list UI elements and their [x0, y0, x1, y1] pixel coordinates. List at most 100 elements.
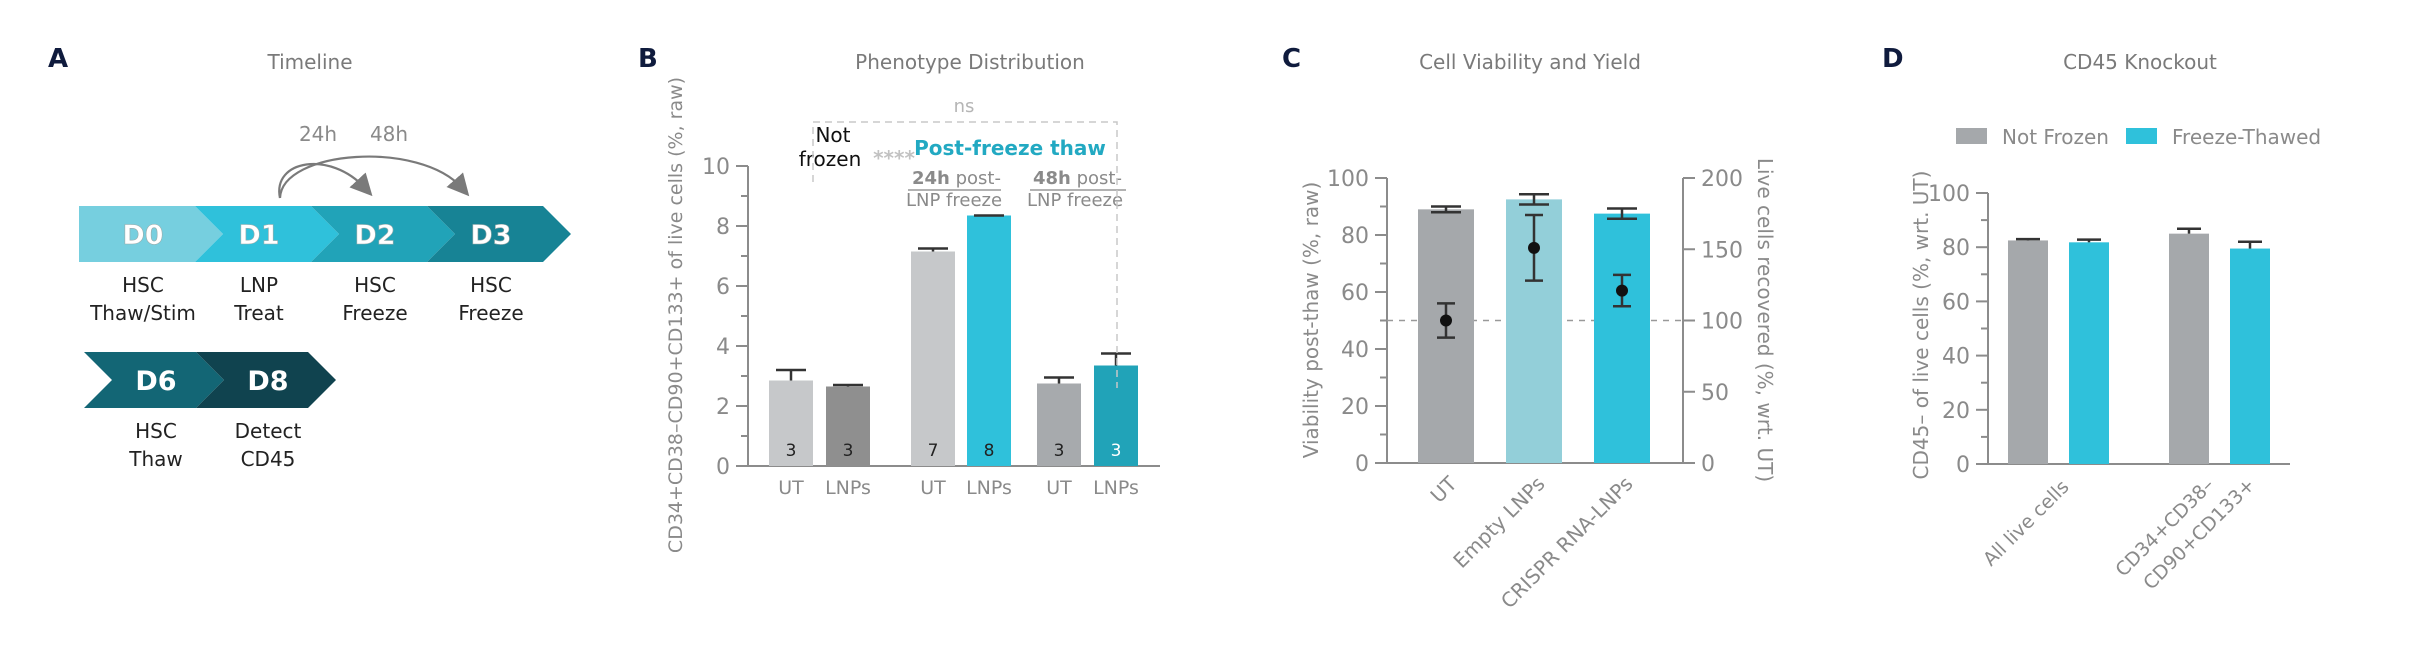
- bar-n-label: 3: [1054, 441, 1065, 461]
- y-axis-tick-label: 40: [1341, 338, 1369, 363]
- panel-cd45-knockout: D CD45 Knockout 0 20 40 60 80 100 CD45– of liv…: [1860, 0, 2425, 651]
- legend-swatch-not-frozen: [1956, 128, 1987, 144]
- legend-label: Freeze-Thawed: [2172, 125, 2321, 149]
- legend-swatch-freeze-thawed: [2126, 128, 2157, 144]
- y2-axis-label: Live cells recovered (%, wrt. UT): [1753, 158, 1777, 482]
- group-label: 24h post-: [912, 168, 1001, 189]
- arrow-label: 24h: [299, 122, 337, 146]
- chart-viability: 0 20 40 60 80 100 0 50 100 150 200 Viability post-t…: [1299, 158, 1777, 613]
- y2-axis-tick-label: 0: [1701, 452, 1715, 477]
- group-label: LNP freeze: [906, 190, 1002, 211]
- x-tick-label: LNPs: [1093, 477, 1139, 499]
- arrow-48h-icon: [278, 155, 470, 199]
- chart-title: CD45 Knockout: [2063, 50, 2217, 74]
- timeline-step-desc: Thaw/Stim: [89, 301, 196, 325]
- timeline-day-label: D8: [247, 366, 288, 397]
- panel-letter: D: [1882, 44, 1904, 74]
- y-axis-tick-label: 40: [1942, 345, 1970, 370]
- y-axis-tick-label: 0: [1956, 453, 1970, 478]
- x-tick-label: All live cells: [1979, 476, 2074, 571]
- timeline-step-desc: Freeze: [342, 301, 407, 325]
- group-header: Post-freeze thaw: [914, 136, 1106, 160]
- timeline-step-d8: [196, 352, 336, 408]
- data-point: [1528, 241, 1540, 254]
- bar: [826, 386, 870, 466]
- y-axis-tick-label: 10: [702, 155, 730, 180]
- bar-n-label: 3: [786, 441, 797, 461]
- ns-bracket: [812, 121, 1118, 388]
- panel-letter: A: [48, 44, 69, 74]
- panel-viability-yield: C Cell Viability and Yield 0 20 40 60 80 100 0…: [1270, 0, 1850, 651]
- significance-marker: ns: [954, 96, 975, 117]
- group-label: Not: [815, 123, 850, 147]
- y-axis-label: Viability post-thaw (%, raw): [1299, 182, 1323, 459]
- y-axis-tick-label: 20: [1341, 395, 1369, 420]
- panel-title: Timeline: [267, 50, 353, 74]
- y-axis-tick-label: 100: [1928, 182, 1970, 207]
- x-tick-label: UT: [1046, 477, 1072, 499]
- timeline-step-desc: Detect: [235, 419, 302, 443]
- chart-phenotype: 0 2 4 6 8 10 CD34+CD38–CD90+CD133+ of live cel…: [665, 77, 1160, 553]
- chart-title: Cell Viability and Yield: [1419, 50, 1641, 74]
- y2-axis-tick-label: 150: [1701, 238, 1743, 263]
- panel-timeline: A Timeline D0 HSC Thaw/Stim D1 LNP Treat D2 HSC…: [0, 0, 620, 651]
- group-label-bold: 48h: [1033, 168, 1071, 189]
- y-axis-tick-label: 100: [1327, 167, 1369, 192]
- timeline-day-label: D1: [238, 220, 279, 251]
- timeline-step-desc: HSC: [470, 273, 512, 297]
- group-label-rest: post-: [950, 168, 1001, 189]
- x-tick-label: UT: [920, 477, 946, 499]
- timeline-step-desc: CD45: [241, 447, 296, 471]
- timeline-step-desc: Thaw: [128, 447, 183, 471]
- timeline-day-label: D2: [354, 220, 395, 251]
- y2-axis-tick-label: 50: [1701, 381, 1729, 406]
- y-axis-label: CD45– of live cells (%, wrt. UT): [1909, 171, 1933, 480]
- timeline-diagram: D0 HSC Thaw/Stim D1 LNP Treat D2 HSC Freeze D3 HSC…: [79, 122, 571, 471]
- arrow-24h-icon: [278, 162, 373, 199]
- data-point: [1440, 314, 1452, 327]
- y-axis-tick-label: 0: [1355, 452, 1369, 477]
- bar: [2008, 240, 2048, 464]
- timeline-step-d2: [311, 206, 455, 262]
- legend-label: Not Frozen: [2002, 125, 2109, 149]
- panel-phenotype-distribution: B Phenotype Distribution 0 2 4 6 8 10 CD34+CD3…: [620, 0, 1220, 651]
- y-axis-tick-label: 60: [1341, 281, 1369, 306]
- timeline-day-label: D6: [135, 366, 176, 397]
- y-axis-tick-label: 80: [1942, 236, 1970, 261]
- y2-axis-tick-label: 200: [1701, 167, 1743, 192]
- timeline-day-label: D0: [122, 220, 163, 251]
- timeline-step-desc: Treat: [233, 301, 284, 325]
- group-label-bold: 24h: [912, 168, 950, 189]
- y-axis-label: CD34+CD38–CD90+CD133+ of live cells (%, …: [665, 77, 687, 553]
- y-axis-tick-label: 20: [1942, 399, 1970, 424]
- bar-n-label: 8: [984, 441, 995, 461]
- timeline-step-d1: [195, 206, 339, 262]
- bar: [2230, 248, 2270, 464]
- timeline-step-d3: [427, 206, 571, 262]
- x-tick-label: UT: [1426, 471, 1463, 508]
- y-axis-tick-label: 6: [716, 275, 730, 300]
- panel-letter: C: [1282, 44, 1302, 74]
- y2-axis-tick-label: 100: [1701, 310, 1743, 335]
- bar: [911, 251, 955, 466]
- timeline-step-d6: [84, 352, 224, 408]
- group-label: 48h post-: [1033, 168, 1122, 189]
- bar: [967, 215, 1011, 466]
- bar: [1094, 365, 1138, 466]
- group-label: frozen: [799, 147, 862, 171]
- bar: [1037, 383, 1081, 466]
- group-label-rest: post-: [1071, 168, 1122, 189]
- timeline-day-label: D3: [470, 220, 511, 251]
- panel-letter: B: [638, 44, 658, 74]
- chart-title: Phenotype Distribution: [855, 50, 1085, 74]
- bar: [769, 380, 813, 466]
- bar: [2169, 233, 2209, 464]
- bar-n-label: 7: [928, 441, 939, 461]
- group-label: LNP freeze: [1027, 190, 1123, 211]
- x-tick-label: UT: [778, 477, 804, 499]
- data-point: [1616, 284, 1628, 297]
- significance-marker: ****: [873, 146, 915, 170]
- timeline-step-desc: Freeze: [458, 301, 523, 325]
- timeline-step-desc: HSC: [135, 419, 177, 443]
